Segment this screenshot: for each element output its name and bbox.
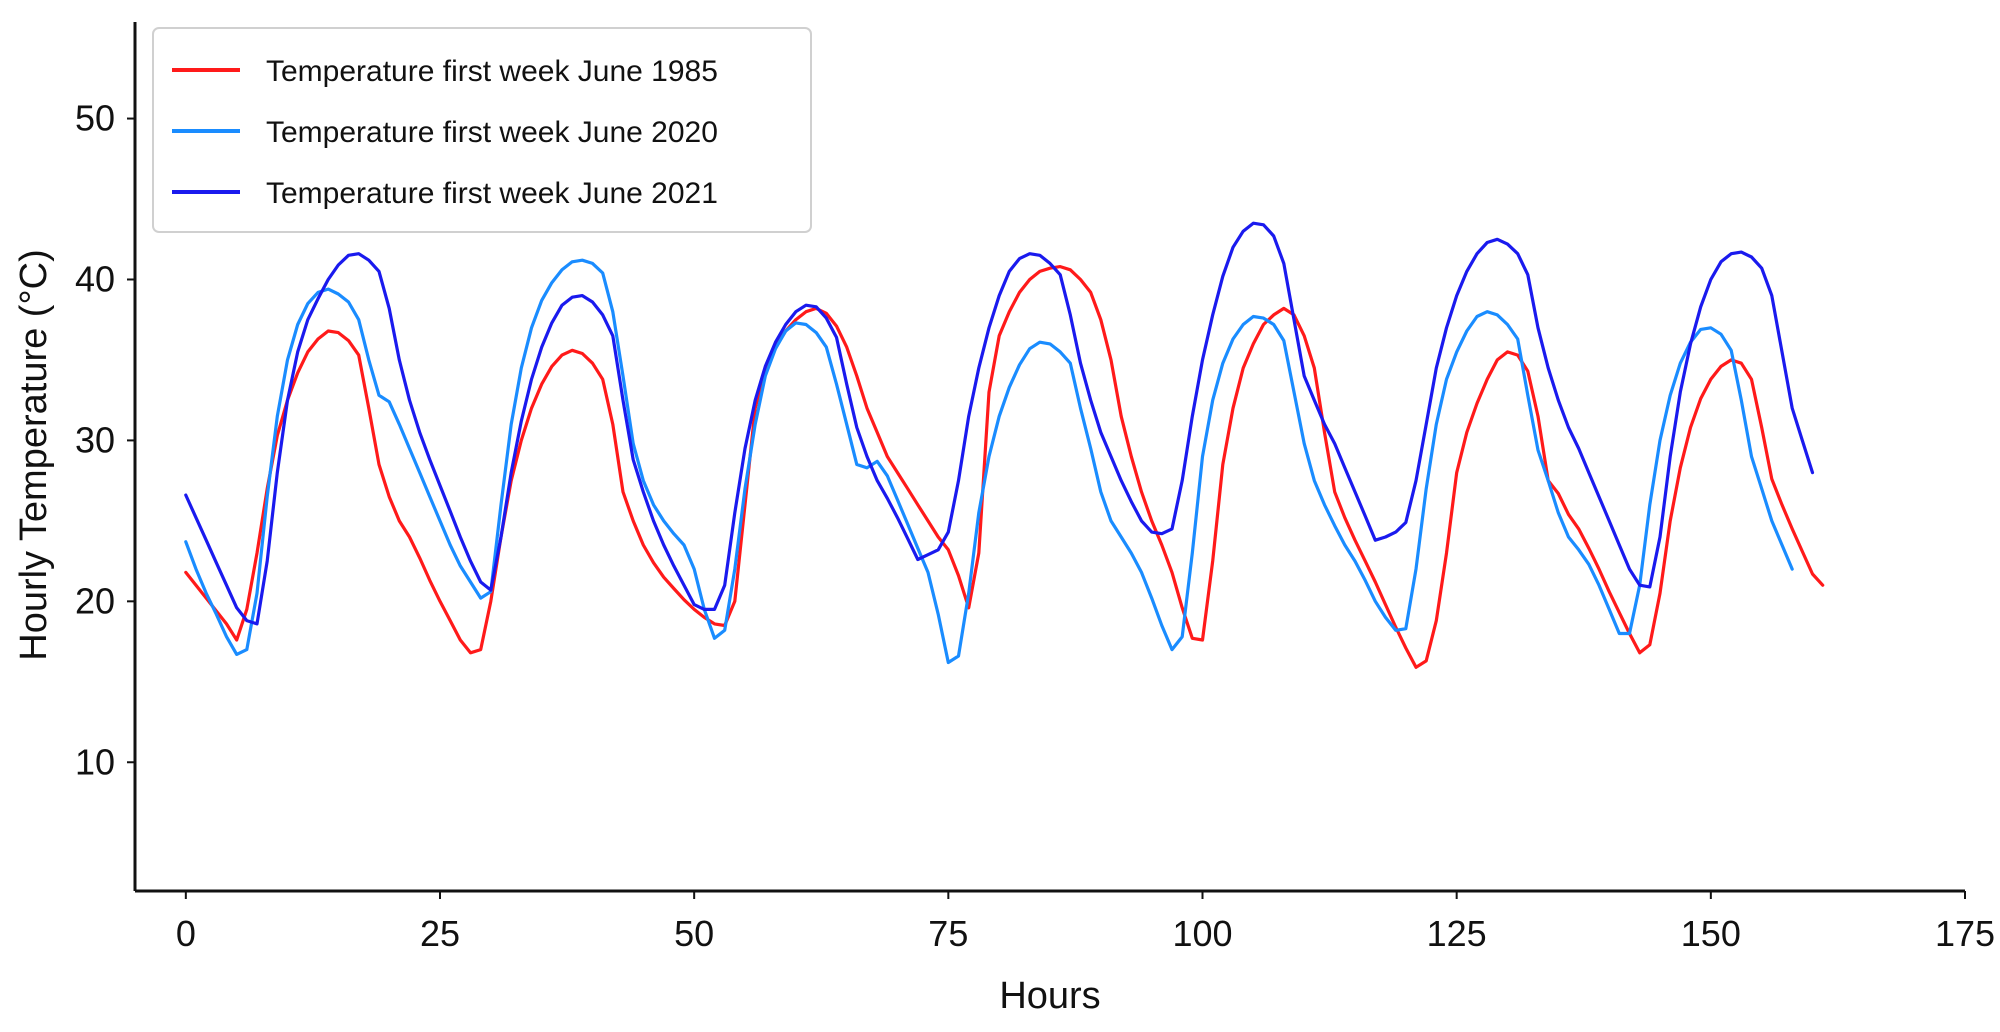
series-layer xyxy=(184,221,1825,669)
legend-label-3: Temperature first week June 2021 xyxy=(266,177,718,210)
y-axis-title: Hourly Temperature (°C) xyxy=(13,249,55,661)
x-tick-label: 125 xyxy=(1427,913,1487,954)
legend-label-1: Temperature first week June 1985 xyxy=(266,55,718,88)
x-tick-label: 25 xyxy=(420,913,460,954)
x-tick-label: 175 xyxy=(1935,913,1995,954)
x-tick-label: 75 xyxy=(928,913,968,954)
y-tick-label: 40 xyxy=(75,258,115,299)
legend: Temperature first week June 1985 Temperat… xyxy=(152,27,812,233)
series-line-3 xyxy=(184,221,1815,626)
legend-box xyxy=(152,27,812,233)
y-tick-group: 10 20 30 40 50 xyxy=(75,98,135,782)
x-tick-label: 50 xyxy=(674,913,714,954)
y-tick-label: 50 xyxy=(75,98,115,139)
x-axis-title: Hours xyxy=(999,975,1100,1017)
x-tick-label: 100 xyxy=(1172,913,1232,954)
y-tick-label: 20 xyxy=(75,580,115,621)
y-tick-label: 30 xyxy=(75,419,115,460)
legend-label-2: Temperature first week June 2020 xyxy=(266,116,718,149)
legend-entries: Temperature first week June 1985 Temperat… xyxy=(172,55,718,210)
x-tick-label: 0 xyxy=(176,913,196,954)
x-tick-label: 150 xyxy=(1681,913,1741,954)
x-tick-group: 0 25 50 75 100 125 150 175 xyxy=(176,891,1995,954)
series-line-2 xyxy=(184,258,1794,665)
y-tick-label: 10 xyxy=(75,741,115,782)
